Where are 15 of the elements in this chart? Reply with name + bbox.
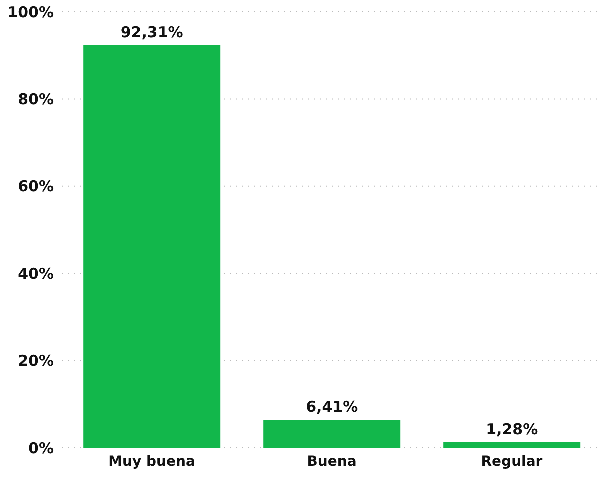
- y-tick-label: 60%: [18, 178, 54, 196]
- data-label: 6,41%: [306, 398, 358, 416]
- x-tick-label: Buena: [307, 454, 357, 470]
- bar: [444, 442, 581, 448]
- y-tick-label: 0%: [28, 439, 54, 458]
- y-tick-label: 80%: [18, 90, 54, 109]
- x-tick-label: Regular: [481, 454, 543, 470]
- bar: [264, 420, 401, 448]
- y-tick-label: 100%: [8, 3, 54, 22]
- bar: [84, 46, 221, 448]
- data-label: 1,28%: [486, 420, 538, 438]
- y-tick-label: 40%: [18, 264, 54, 283]
- x-tick-label: Muy buena: [108, 454, 196, 470]
- data-label: 92,31%: [120, 24, 184, 42]
- y-tick-label: 20%: [18, 352, 54, 370]
